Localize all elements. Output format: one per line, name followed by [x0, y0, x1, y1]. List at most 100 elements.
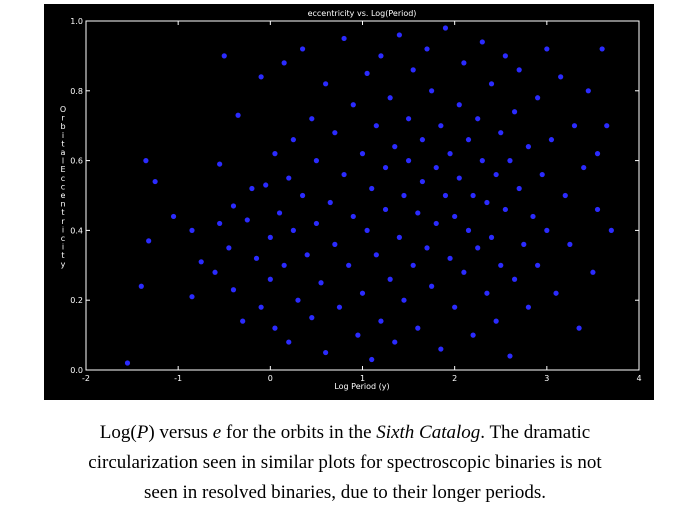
- data-point: [143, 158, 149, 164]
- data-point: [502, 53, 508, 59]
- data-point: [507, 158, 513, 164]
- data-point: [452, 213, 458, 220]
- data-point: [396, 32, 402, 38]
- data-point: [378, 318, 384, 324]
- data-points: [124, 25, 614, 366]
- data-point: [521, 241, 527, 247]
- data-point: [299, 46, 306, 52]
- data-point: [373, 123, 379, 129]
- data-point: [309, 315, 315, 321]
- data-point: [382, 164, 389, 171]
- chart-title: eccentricity vs. Log(Period): [308, 9, 417, 18]
- y-tick-label: 0.6: [70, 157, 83, 166]
- data-point: [359, 151, 366, 157]
- data-point: [525, 304, 531, 310]
- caption-emphasis: Sixth Catalog: [376, 422, 481, 443]
- data-point: [433, 164, 439, 171]
- data-point: [438, 123, 444, 129]
- data-point: [226, 245, 232, 251]
- y-axis-title-letter: O: [60, 105, 66, 114]
- data-point: [576, 325, 582, 331]
- y-tick-label: 0.8: [70, 87, 83, 96]
- data-point: [493, 171, 499, 178]
- data-point: [124, 360, 131, 366]
- data-point: [498, 262, 504, 268]
- y-axis-title-letter: e: [61, 191, 66, 200]
- data-point: [369, 356, 375, 363]
- data-point: [479, 158, 485, 164]
- data-point: [249, 185, 255, 192]
- y-axis-title-letter: t: [61, 251, 64, 260]
- data-point: [189, 294, 195, 300]
- data-point: [212, 269, 218, 275]
- data-point: [452, 304, 458, 310]
- data-point: [567, 241, 573, 247]
- data-point: [170, 213, 177, 220]
- data-point: [272, 151, 278, 157]
- data-point: [267, 234, 273, 240]
- y-axis-title-letter: l: [62, 157, 64, 166]
- y-axis-title-letter: r: [61, 217, 65, 226]
- data-point: [410, 67, 416, 73]
- data-point: [511, 109, 518, 115]
- data-point: [465, 227, 472, 233]
- y-axis-title-letter: i: [62, 225, 64, 234]
- data-point: [419, 178, 426, 185]
- data-point: [562, 192, 568, 199]
- x-axis-title: Log Period (y): [334, 382, 389, 391]
- data-point: [350, 102, 356, 108]
- data-point: [346, 262, 352, 268]
- data-point: [387, 95, 393, 101]
- data-point: [415, 325, 421, 331]
- data-point: [332, 241, 338, 247]
- data-point: [323, 349, 329, 356]
- data-point: [544, 227, 550, 233]
- data-point: [470, 332, 476, 338]
- caption-emphasis: P: [136, 422, 149, 443]
- data-point: [599, 46, 605, 52]
- data-point: [585, 88, 591, 94]
- data-point: [290, 137, 296, 143]
- data-point: [461, 60, 467, 66]
- data-point: [415, 210, 421, 216]
- data-point: [539, 171, 545, 178]
- y-axis-title-letter: t: [61, 208, 64, 217]
- caption-line-3: seen in resolved binaries, due to their …: [143, 482, 547, 503]
- data-point: [424, 46, 430, 52]
- data-point: [502, 206, 508, 213]
- data-point: [373, 252, 379, 258]
- x-tick-label: 0: [268, 374, 273, 383]
- data-point: [507, 353, 513, 359]
- axes-frame: [85, 20, 640, 371]
- data-point: [488, 234, 495, 240]
- data-point: [571, 123, 578, 129]
- data-point: [401, 192, 407, 199]
- data-point: [447, 151, 453, 157]
- caption-text: . The dramatic: [480, 422, 591, 443]
- data-point: [382, 206, 389, 213]
- data-point: [479, 39, 485, 45]
- data-point: [336, 304, 343, 310]
- data-point: [313, 158, 320, 164]
- y-axis-title-letter: y: [61, 260, 66, 269]
- data-point: [276, 210, 283, 216]
- data-point: [267, 276, 273, 282]
- data-point: [424, 245, 430, 251]
- data-point: [475, 116, 481, 122]
- data-point: [442, 192, 449, 199]
- figure-caption: Log(P) versus e for the orbits in the Si…: [0, 418, 690, 508]
- y-axis-title-letter: E: [60, 165, 65, 174]
- data-point: [332, 130, 338, 136]
- data-point: [198, 259, 204, 265]
- data-point: [230, 203, 237, 209]
- data-point: [230, 287, 237, 293]
- data-point: [235, 112, 241, 118]
- data-point: [272, 325, 278, 331]
- data-point: [535, 262, 541, 268]
- caption-line-1: Log(P) versus e for the orbits in the Si…: [0, 418, 690, 448]
- data-point: [604, 123, 610, 129]
- y-axis-title-letter: r: [61, 114, 65, 123]
- data-point: [498, 130, 504, 136]
- data-point: [493, 318, 499, 324]
